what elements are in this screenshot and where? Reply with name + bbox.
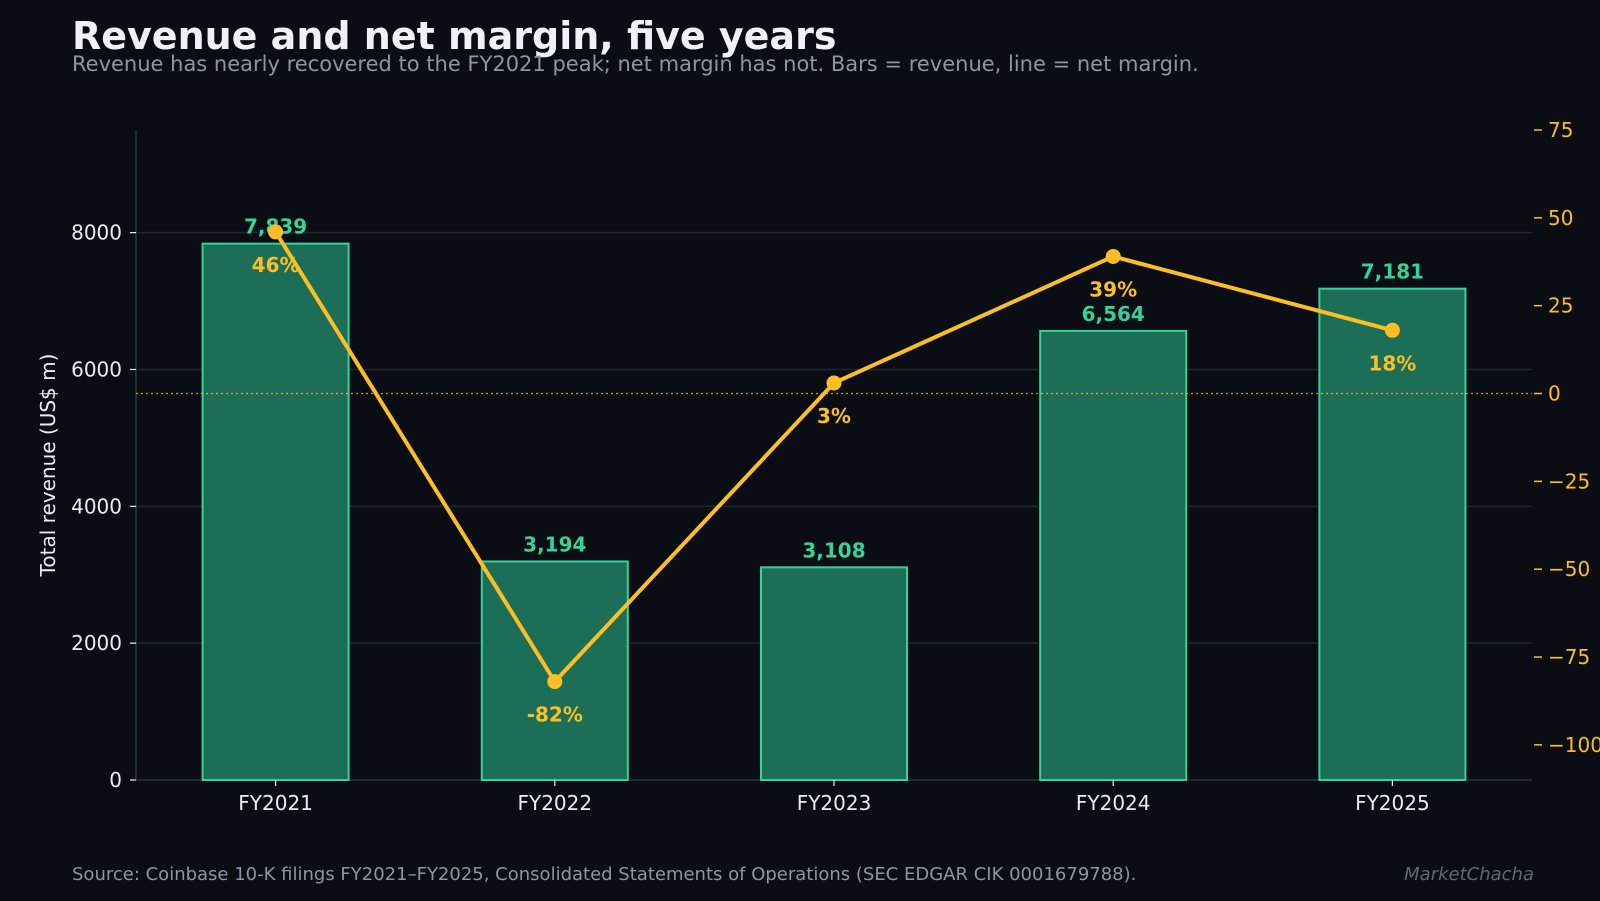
y-tick-label: 0 — [109, 768, 122, 792]
x-tick-label: FY2022 — [517, 791, 592, 815]
x-tick-label: FY2025 — [1355, 791, 1430, 815]
y-tick-label: 6000 — [71, 357, 122, 381]
net-margin-label: 18% — [1368, 351, 1416, 375]
x-tick-label: FY2024 — [1076, 791, 1151, 815]
revenue-bar — [1039, 329, 1188, 781]
net-margin-label: 3% — [817, 404, 851, 428]
brand-watermark: MarketChacha — [1404, 864, 1534, 885]
revenue-bar-label: 6,564 — [1082, 302, 1145, 326]
y2-tick-label: 0 — [1548, 382, 1561, 406]
revenue-bar-label: 3,194 — [523, 532, 586, 556]
y2-tick-label: −50 — [1548, 557, 1590, 581]
revenue-bar — [1318, 287, 1467, 781]
y-tick-label: 2000 — [71, 631, 122, 655]
source-note: Source: Coinbase 10-K filings FY2021–FY2… — [72, 864, 1137, 885]
net-margin-label: 46% — [252, 253, 300, 277]
y-axis-title: Total revenue (US$ m) — [36, 354, 60, 578]
y2-tick-label: 75 — [1548, 118, 1573, 142]
revenue-bar-label: 3,108 — [802, 538, 865, 562]
y2-tick-label: −75 — [1548, 645, 1590, 669]
net-margin-point — [826, 375, 842, 391]
x-tick-label: FY2021 — [238, 791, 313, 815]
y-tick-label: 4000 — [71, 494, 122, 518]
y2-tick-label: 25 — [1548, 294, 1573, 318]
chart-subtitle: Revenue has nearly recovered to the FY20… — [72, 52, 1199, 76]
y-tick-label: 8000 — [71, 221, 122, 245]
net-margin-point — [1384, 322, 1400, 338]
net-margin-point — [1105, 248, 1121, 264]
x-tick-label: FY2023 — [797, 791, 872, 815]
y2-tick-label: 50 — [1548, 206, 1573, 230]
net-margin-label: -82% — [527, 703, 583, 727]
revenue-bar — [760, 566, 908, 781]
chart-title: Revenue and net margin, five years — [72, 14, 837, 58]
revenue-bar — [480, 560, 629, 781]
net-margin-label: 39% — [1089, 277, 1137, 301]
y2-tick-label: −100 — [1548, 733, 1600, 757]
net-margin-point — [547, 674, 563, 690]
revenue-bar-label: 7,181 — [1361, 260, 1424, 284]
y2-tick-label: −25 — [1548, 469, 1590, 493]
revenue-bar — [201, 242, 350, 782]
net-margin-point — [268, 224, 284, 240]
